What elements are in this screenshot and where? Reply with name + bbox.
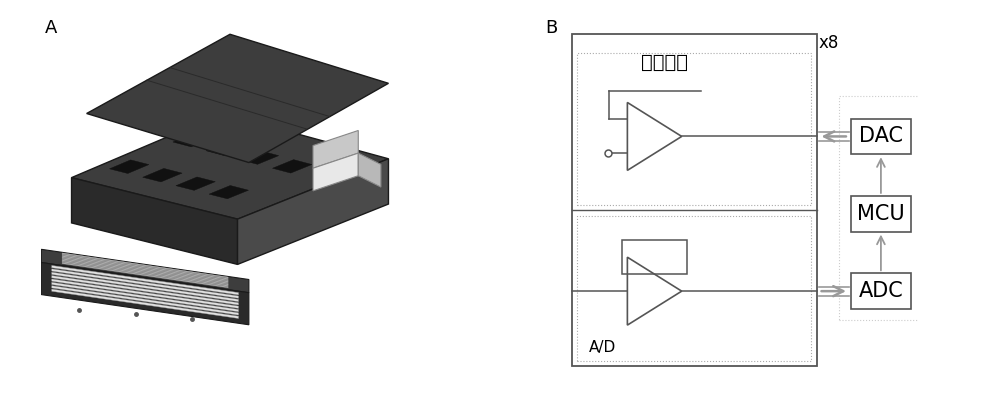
Polygon shape — [72, 114, 388, 219]
Polygon shape — [52, 282, 238, 312]
Polygon shape — [41, 249, 249, 293]
Polygon shape — [52, 286, 238, 315]
Polygon shape — [313, 153, 358, 191]
Polygon shape — [62, 263, 228, 288]
Text: 恒电位仪: 恒电位仪 — [641, 53, 688, 72]
Text: A: A — [45, 19, 58, 37]
Bar — [577, 53, 811, 205]
Polygon shape — [62, 260, 228, 285]
Polygon shape — [173, 133, 212, 147]
Bar — [851, 273, 911, 309]
Polygon shape — [313, 130, 358, 168]
Bar — [622, 240, 687, 274]
Polygon shape — [358, 153, 381, 187]
Polygon shape — [272, 160, 312, 173]
Polygon shape — [52, 289, 238, 318]
Text: MCU: MCU — [857, 204, 905, 224]
Polygon shape — [238, 159, 388, 264]
Polygon shape — [143, 169, 182, 182]
Polygon shape — [72, 178, 238, 264]
Polygon shape — [62, 256, 228, 281]
Polygon shape — [239, 151, 279, 164]
Polygon shape — [87, 34, 388, 163]
Polygon shape — [41, 263, 249, 325]
Polygon shape — [52, 275, 238, 305]
Polygon shape — [209, 185, 248, 199]
Bar — [851, 119, 911, 154]
Polygon shape — [62, 253, 228, 278]
Text: ADC: ADC — [859, 281, 903, 301]
Text: x8: x8 — [819, 34, 839, 52]
Polygon shape — [109, 160, 149, 173]
Polygon shape — [176, 177, 215, 190]
Bar — [577, 216, 811, 361]
Polygon shape — [52, 279, 238, 309]
Text: A/D: A/D — [589, 340, 616, 355]
Polygon shape — [52, 269, 238, 298]
Polygon shape — [62, 257, 228, 282]
Bar — [839, 96, 922, 320]
Polygon shape — [62, 259, 228, 283]
Polygon shape — [62, 261, 228, 286]
Text: B: B — [545, 19, 557, 37]
Bar — [851, 196, 911, 232]
Polygon shape — [206, 142, 245, 156]
Polygon shape — [52, 272, 238, 301]
Text: DAC: DAC — [859, 127, 903, 147]
Polygon shape — [52, 266, 238, 295]
Bar — [572, 34, 817, 366]
Polygon shape — [62, 254, 228, 279]
